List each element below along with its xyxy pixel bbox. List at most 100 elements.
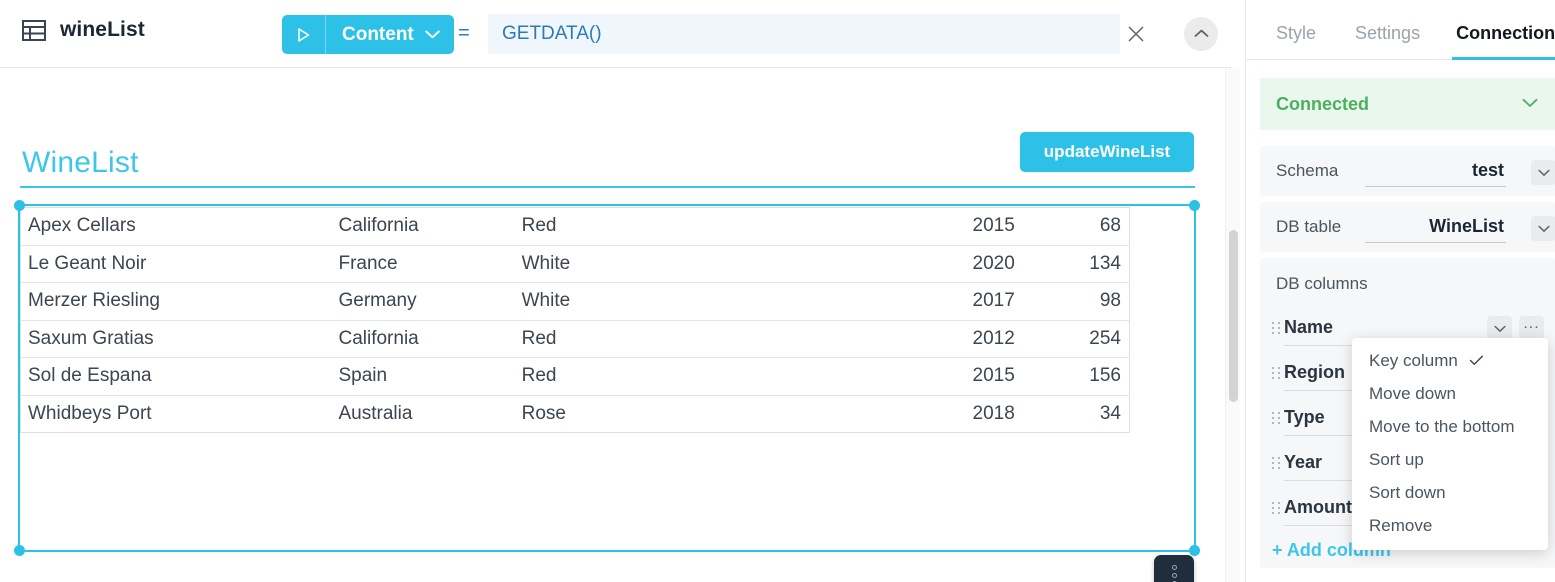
- schema-row: Schema: [1276, 146, 1544, 196]
- cell-type: Red: [515, 357, 870, 395]
- chevron-down-icon: [1522, 95, 1538, 113]
- component-title: wineList: [60, 18, 145, 41]
- cell-name: Merzer Riesling: [20, 282, 333, 320]
- wine-list-table[interactable]: Apex Cellars California Red 2015 68 Le G…: [20, 207, 1130, 433]
- cell-region: Spain: [332, 357, 516, 395]
- status-badge: Connected: [1276, 93, 1370, 114]
- table-icon: [22, 19, 46, 41]
- cell-year: 2018: [869, 394, 1021, 433]
- menu-item-remove[interactable]: Remove: [1369, 515, 1433, 535]
- cell-year: 2015: [972, 215, 1015, 237]
- db-columns-label: DB columns: [1276, 274, 1368, 293]
- table-row[interactable]: Le Geant Noir France White 2020 134: [20, 244, 1130, 283]
- more-options-icon: [1171, 573, 1177, 578]
- connection-status-banner[interactable]: Connected: [1260, 78, 1555, 130]
- cell-region: California: [338, 215, 419, 237]
- db-column-label: Type: [1284, 407, 1325, 427]
- schema-dropdown-button[interactable]: [1531, 160, 1555, 185]
- cell-name: Whidbeys Port: [20, 394, 333, 433]
- formula-input[interactable]: GETDATA(): [488, 14, 1120, 54]
- run-control-group: Content: [282, 15, 454, 54]
- resize-handle-bottom-left[interactable]: [14, 545, 25, 556]
- update-wine-list-button[interactable]: updateWineList: [1020, 132, 1194, 172]
- table-row[interactable]: Apex Cellars California Red 2015 68: [21, 208, 1130, 246]
- db-column-more-button[interactable]: ...: [1519, 316, 1544, 341]
- cell-year: 2017: [869, 282, 1021, 320]
- menu-item-sort-up[interactable]: Sort up: [1369, 449, 1424, 469]
- table-row[interactable]: Whidbeys Port Australia Rose 2018 34: [20, 394, 1130, 433]
- table-row[interactable]: Saxum Gratias California Red 2012 254: [20, 319, 1130, 358]
- cell-name: Saxum Gratias: [20, 319, 333, 358]
- cell-amount: 68: [1099, 215, 1121, 237]
- drag-handle-icon[interactable]: [1272, 367, 1281, 381]
- db-table-label: DB table: [1276, 217, 1342, 236]
- cell-type: Red: [521, 215, 557, 237]
- content-selector[interactable]: Content: [326, 15, 454, 54]
- cell-amount: 134: [1020, 244, 1130, 283]
- table-body: Apex Cellars California Red 2015 68 Le G…: [20, 208, 1130, 433]
- cell-amount: 98: [1020, 282, 1130, 320]
- chevron-down-icon: [1537, 220, 1550, 238]
- drag-handle-icon[interactable]: [1272, 322, 1281, 336]
- cell-type: White: [515, 244, 870, 283]
- cell-name: Sol de Espana: [20, 357, 333, 395]
- db-table-row: DB table: [1276, 202, 1544, 252]
- cell-type: Red: [515, 319, 870, 358]
- cell-type: White: [515, 282, 870, 320]
- db-table-dropdown-button[interactable]: [1531, 216, 1555, 241]
- top-toolbar: wineList Content = GETDAT: [0, 0, 1232, 68]
- play-icon: [296, 27, 311, 43]
- db-column-row-name[interactable]: Name ...: [1272, 313, 1544, 357]
- menu-item-sort-down[interactable]: Sort down: [1369, 482, 1446, 502]
- menu-item-key-column[interactable]: Key column: [1352, 344, 1548, 377]
- cell-year: 2015: [869, 357, 1021, 395]
- table-row[interactable]: Merzer Riesling Germany White 2017 98: [20, 282, 1130, 320]
- chevron-down-icon: [1537, 164, 1550, 182]
- drag-handle-icon[interactable]: [1272, 412, 1281, 426]
- cell-name: Le Geant Noir: [20, 244, 333, 283]
- play-button[interactable]: [282, 15, 326, 54]
- db-column-label: Amount: [1284, 497, 1352, 517]
- cell-region: California: [332, 319, 516, 358]
- cell-amount: 254: [1020, 319, 1130, 358]
- schema-label: Schema: [1276, 161, 1339, 180]
- cell-year: 2020: [869, 244, 1021, 283]
- db-column-dropdown-button[interactable]: [1487, 316, 1512, 341]
- tab-settings[interactable]: Settings: [1355, 23, 1421, 43]
- more-options-icon: [1171, 565, 1177, 570]
- schema-underline: [1365, 186, 1506, 187]
- menu-item-move-to-bottom[interactable]: Move to the bottom: [1369, 416, 1515, 436]
- title-divider: [20, 186, 1195, 188]
- canvas-scrollbar-thumb[interactable]: [1229, 230, 1238, 402]
- drag-handle-icon[interactable]: [1272, 457, 1281, 471]
- check-icon: [1469, 355, 1484, 366]
- close-icon[interactable]: [1125, 23, 1147, 45]
- chevron-down-icon: [425, 26, 440, 44]
- collapse-panel-button[interactable]: [1184, 17, 1218, 51]
- drag-handle-icon[interactable]: [1272, 502, 1281, 516]
- equals-sign: =: [458, 22, 470, 44]
- db-table-value: WineList: [1429, 216, 1504, 236]
- column-context-menu: Key column Move down Move to the bottom …: [1352, 338, 1548, 550]
- page-title: WineList: [22, 146, 139, 179]
- menu-item-move-down[interactable]: Move down: [1369, 383, 1456, 403]
- cell-name: Apex Cellars: [28, 215, 136, 237]
- resize-handle-bottom-right[interactable]: [1189, 545, 1200, 556]
- table-row[interactable]: Sol de Espana Spain Red 2015 156: [20, 357, 1130, 395]
- panel-tabs: Style Settings Connection: [1246, 0, 1555, 60]
- cell-region: Australia: [332, 394, 516, 433]
- schema-value: test: [1471, 160, 1504, 180]
- tab-connection[interactable]: Connection: [1452, 23, 1555, 60]
- resize-handle-top-right[interactable]: [1189, 200, 1200, 211]
- formula-value: GETDATA(): [502, 23, 602, 44]
- db-column-label: Region: [1284, 362, 1345, 382]
- component-identity: wineList: [22, 18, 145, 42]
- cell-amount: 34: [1020, 394, 1130, 433]
- cell-region: France: [332, 244, 516, 283]
- db-column-label: Year: [1284, 452, 1323, 472]
- db-column-label: Name: [1284, 317, 1334, 337]
- editor-canvas: WineList updateWineList Apex Cellars Cal…: [0, 68, 1232, 582]
- tab-style[interactable]: Style: [1276, 23, 1317, 43]
- component-options-button[interactable]: [1154, 555, 1194, 582]
